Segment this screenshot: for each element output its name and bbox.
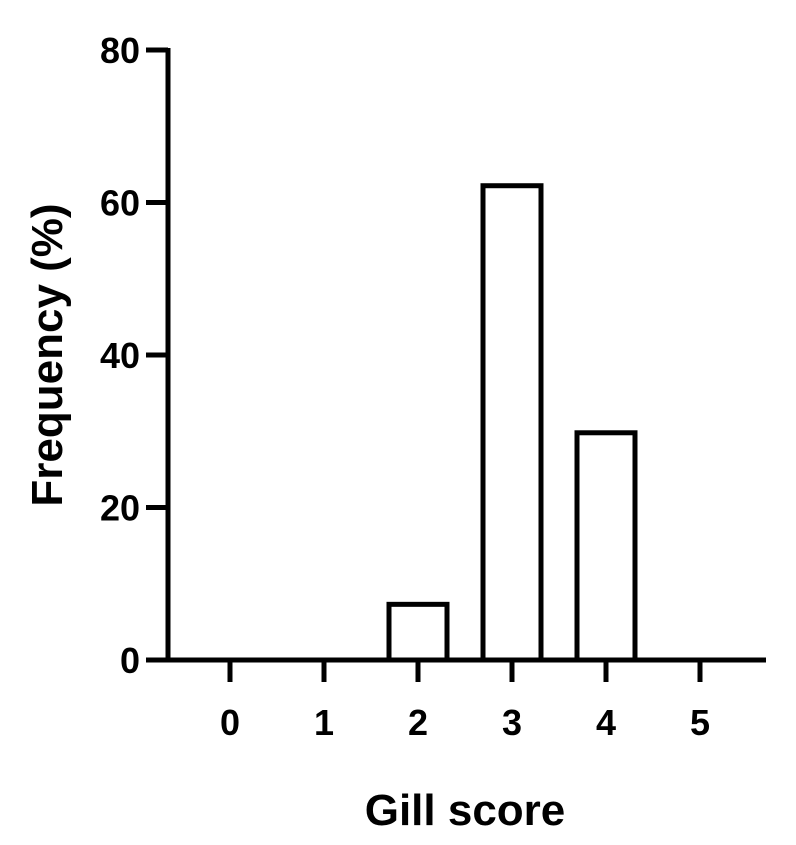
x-tick-label: 2 xyxy=(408,702,428,743)
x-tick-label: 1 xyxy=(314,702,334,743)
x-axis: 0 1 2 3 4 5 xyxy=(166,657,766,743)
bar-4 xyxy=(574,430,638,663)
x-axis-title: Gill score xyxy=(365,786,566,835)
y-axis-title: Frequency (%) xyxy=(23,203,72,506)
bar-2 xyxy=(386,601,450,663)
x-tick-label: 5 xyxy=(690,702,710,743)
y-axis: 0 20 40 60 80 xyxy=(100,30,171,681)
x-tick-label: 0 xyxy=(220,702,240,743)
y-tick-label: 60 xyxy=(100,183,140,224)
y-tick-label: 40 xyxy=(100,335,140,376)
x-tick-label: 4 xyxy=(596,702,616,743)
y-tick-label: 80 xyxy=(100,30,140,71)
bars xyxy=(386,183,638,663)
y-tick-label: 20 xyxy=(100,488,140,529)
bar-3 xyxy=(480,183,544,663)
y-tick-label: 0 xyxy=(120,640,140,681)
x-tick-label: 3 xyxy=(502,702,522,743)
